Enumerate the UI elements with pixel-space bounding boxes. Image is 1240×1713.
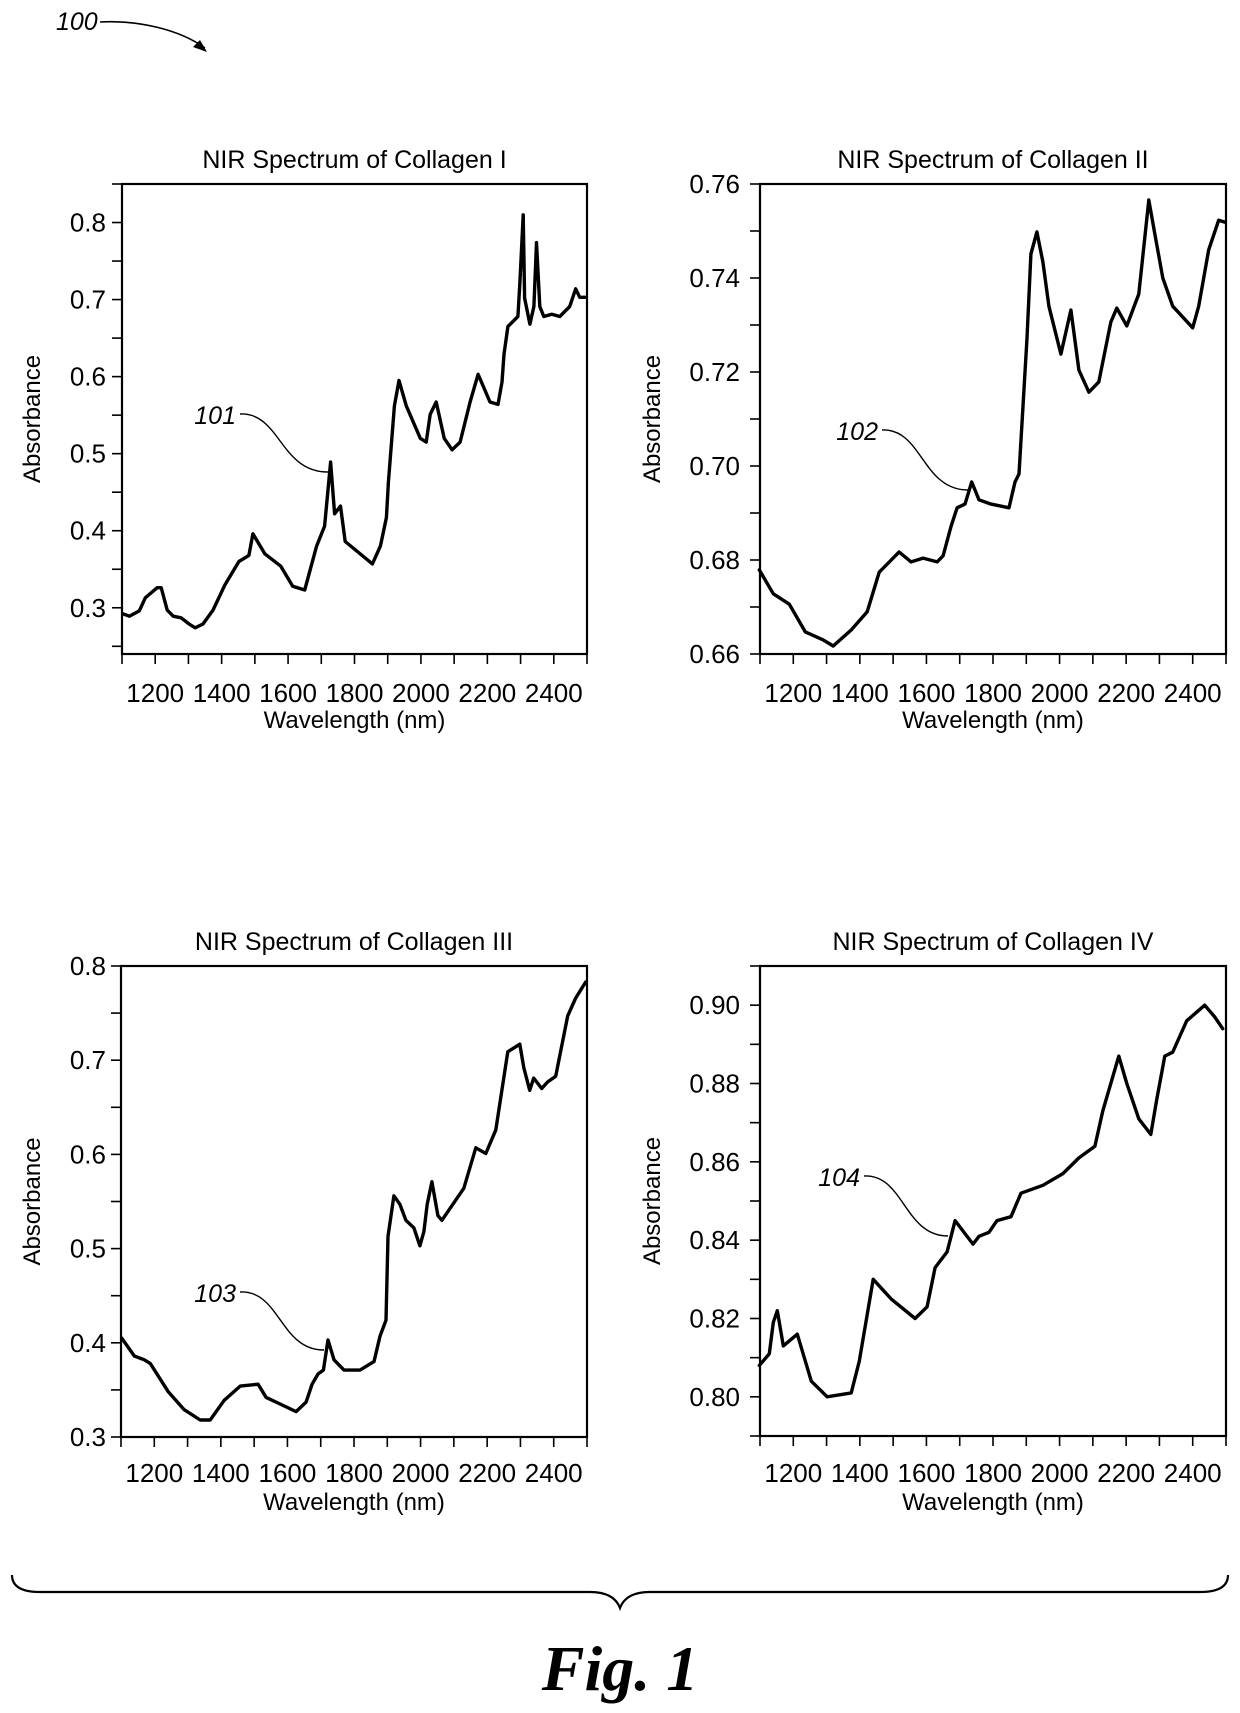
x-tick-label: 2400 — [525, 678, 583, 708]
spectrum-line — [120, 980, 588, 1422]
grouping-brace — [10, 1574, 1230, 1612]
y-axis-label: Absorbance — [639, 355, 666, 483]
y-axis-label: Absorbance — [19, 1137, 46, 1265]
x-axis-label: Wavelength (nm) — [902, 707, 1084, 734]
plot-frame — [758, 964, 1228, 1438]
x-tick-label: 2400 — [1164, 1458, 1222, 1488]
x-tick-label: 1400 — [831, 1458, 889, 1488]
x-tick-label: 1200 — [764, 678, 822, 708]
chart-1: NIR Spectrum of Collagen I 1200 1400 1600 18… — [19, 146, 589, 734]
x-tick-label: 2200 — [458, 678, 516, 708]
chart-3: NIR Spectrum of Collagen III 1200 1400 1600… — [19, 928, 589, 1516]
x-tick-label: 2000 — [1031, 678, 1089, 708]
spectrum-line — [121, 213, 588, 630]
chart-title: NIR Spectrum of Collagen III — [195, 928, 513, 956]
callout-label: 103 — [194, 1280, 236, 1308]
x-axis-label: Wavelength (nm) — [264, 707, 446, 734]
callout-label: 104 — [818, 1164, 860, 1192]
x-tick-label: 1600 — [898, 1458, 956, 1488]
x-tick-label: 2400 — [525, 1458, 583, 1488]
y-tick-label: 0.86 — [689, 1147, 740, 1177]
y-axis-label: Absorbance — [639, 1137, 666, 1265]
y-tick-label: 0.84 — [689, 1225, 740, 1255]
y-tick-label: 0.3 — [70, 593, 106, 623]
y-tick-label: 0.4 — [70, 1328, 106, 1358]
reference-arrow — [99, 20, 206, 49]
y-tick-label: 0.8 — [70, 208, 106, 238]
x-tick-label: 1800 — [326, 678, 384, 708]
y-tick-label: 0.88 — [689, 1069, 740, 1099]
chart-title: NIR Spectrum of Collagen II — [837, 146, 1148, 174]
x-tick-label: 1600 — [259, 1458, 317, 1488]
y-axis-label: Absorbance — [19, 355, 46, 483]
spectrum-line — [757, 198, 1227, 648]
callout-leader — [863, 1175, 949, 1237]
chart-title: NIR Spectrum of Collagen IV — [833, 928, 1154, 956]
callout-leader — [881, 429, 969, 491]
y-tick-label: 0.70 — [689, 451, 740, 481]
y-tick-label: 0.6 — [70, 1139, 106, 1169]
y-tick-label: 0.5 — [70, 1234, 106, 1264]
y-tick-label: 0.90 — [689, 990, 740, 1020]
y-tick-label: 0.74 — [689, 263, 740, 293]
y-tick-label: 0.6 — [70, 362, 106, 392]
callout-leader — [239, 413, 329, 473]
x-tick-label: 2000 — [392, 1458, 450, 1488]
chart-2: NIR Spectrum of Collagen II 1200 1400 1600 1… — [639, 146, 1228, 734]
y-tick-label: 0.4 — [70, 516, 106, 546]
chart-4: NIR Spectrum of Collagen IV 1200 1400 1600 1… — [639, 928, 1228, 1516]
callout-label: 102 — [836, 418, 878, 446]
y-tick-label: 0.68 — [689, 545, 740, 575]
plot-frame — [758, 182, 1228, 656]
y-tick-label: 0.5 — [70, 439, 106, 469]
y-tick-label: 0.7 — [70, 1045, 106, 1075]
x-tick-label: 2000 — [1031, 1458, 1089, 1488]
x-tick-label: 2200 — [1097, 678, 1155, 708]
callout-label: 101 — [194, 402, 236, 430]
x-tick-label: 1400 — [193, 678, 251, 708]
x-tick-label: 2400 — [1164, 678, 1222, 708]
x-tick-label: 1800 — [964, 678, 1022, 708]
y-tick-label: 0.82 — [689, 1304, 740, 1334]
x-tick-label: 1200 — [764, 1458, 822, 1488]
arrow-head-icon — [193, 40, 207, 52]
x-tick-label: 1600 — [898, 678, 956, 708]
x-axis-label: Wavelength (nm) — [263, 1489, 445, 1516]
x-axis-label: Wavelength (nm) — [902, 1489, 1084, 1516]
y-tick-label: 0.7 — [70, 285, 106, 315]
figure-reference-numeral: 100 — [56, 8, 98, 36]
x-tick-label: 2200 — [458, 1458, 516, 1488]
spectrum-line — [757, 1003, 1225, 1399]
x-tick-label: 1200 — [125, 1458, 183, 1488]
x-tick-label: 1200 — [126, 678, 184, 708]
chart-title: NIR Spectrum of Collagen I — [202, 146, 506, 174]
y-tick-label: 0.66 — [689, 639, 740, 669]
x-tick-label: 2200 — [1097, 1458, 1155, 1488]
figure-reference: 100 — [56, 8, 207, 52]
y-tick-label: 0.3 — [70, 1422, 106, 1452]
x-tick-label: 1400 — [831, 678, 889, 708]
figure-caption: Fig. 1 — [541, 1633, 698, 1704]
y-tick-label: 0.8 — [70, 951, 106, 981]
x-tick-label: 1800 — [964, 1458, 1022, 1488]
x-tick-label: 1400 — [192, 1458, 250, 1488]
x-tick-label: 1600 — [259, 678, 317, 708]
callout-leader — [239, 1291, 325, 1351]
y-tick-label: 0.80 — [689, 1382, 740, 1412]
y-tick-label: 0.72 — [689, 357, 740, 387]
x-tick-label: 2000 — [392, 678, 450, 708]
y-tick-label: 0.76 — [689, 169, 740, 199]
plot-frame — [119, 964, 589, 1439]
plot-frame — [120, 182, 589, 656]
x-tick-label: 1800 — [325, 1458, 383, 1488]
